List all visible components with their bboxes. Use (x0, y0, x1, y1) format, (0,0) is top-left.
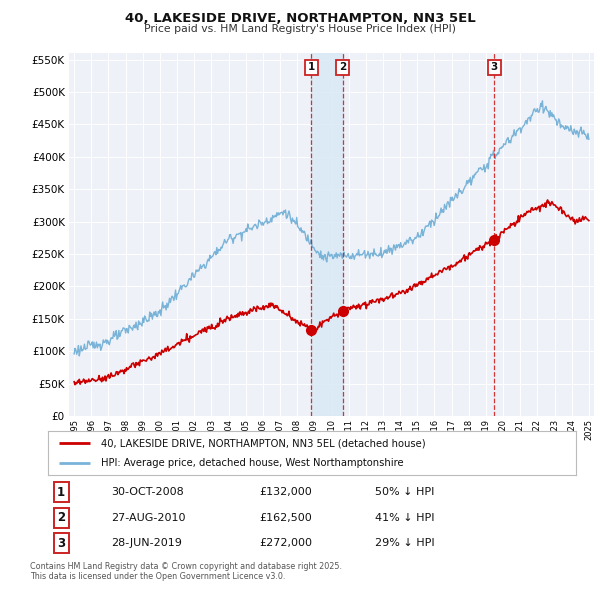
Text: 27-AUG-2010: 27-AUG-2010 (112, 513, 186, 523)
Bar (311, 53, 343, 416)
Text: 40, LAKESIDE DRIVE, NORTHAMPTON, NN3 5EL: 40, LAKESIDE DRIVE, NORTHAMPTON, NN3 5EL (125, 12, 475, 25)
Text: 28-JUN-2019: 28-JUN-2019 (112, 538, 182, 548)
Text: 2: 2 (339, 62, 346, 72)
Text: 3: 3 (57, 537, 65, 550)
Text: 29% ↓ HPI: 29% ↓ HPI (376, 538, 435, 548)
Text: 1: 1 (57, 486, 65, 499)
Text: HPI: Average price, detached house, West Northamptonshire: HPI: Average price, detached house, West… (101, 458, 403, 468)
Text: £162,500: £162,500 (259, 513, 312, 523)
Text: 3: 3 (491, 62, 498, 72)
Text: 30-OCT-2008: 30-OCT-2008 (112, 487, 184, 497)
Text: 40, LAKESIDE DRIVE, NORTHAMPTON, NN3 5EL (detached house): 40, LAKESIDE DRIVE, NORTHAMPTON, NN3 5EL… (101, 438, 425, 448)
Text: 1: 1 (308, 62, 315, 72)
Text: £272,000: £272,000 (259, 538, 312, 548)
Text: £132,000: £132,000 (259, 487, 312, 497)
Text: Contains HM Land Registry data © Crown copyright and database right 2025.
This d: Contains HM Land Registry data © Crown c… (30, 562, 342, 581)
Text: Price paid vs. HM Land Registry's House Price Index (HPI): Price paid vs. HM Land Registry's House … (144, 24, 456, 34)
Text: 50% ↓ HPI: 50% ↓ HPI (376, 487, 435, 497)
Text: 41% ↓ HPI: 41% ↓ HPI (376, 513, 435, 523)
Text: 2: 2 (57, 511, 65, 525)
